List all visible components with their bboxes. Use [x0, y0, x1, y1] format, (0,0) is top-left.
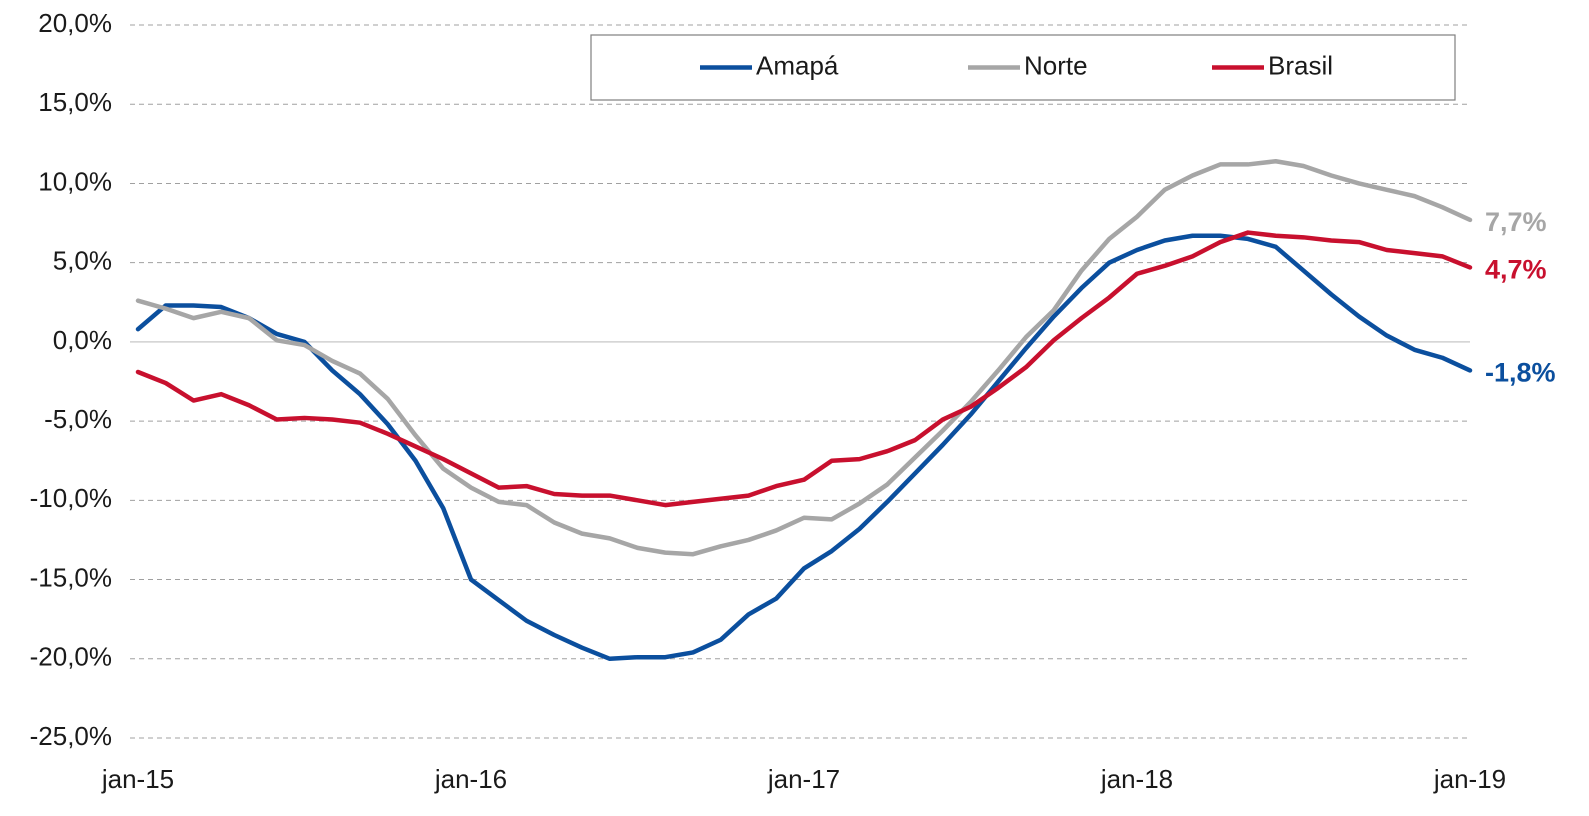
y-tick-label: 0,0%	[53, 325, 112, 355]
series-line	[135, 159, 1473, 557]
value-label: 4,7%	[1485, 255, 1547, 285]
value-label: 7,7%	[1485, 207, 1547, 237]
y-tick-label: -10,0%	[30, 483, 112, 513]
y-tick-label: -5,0%	[44, 404, 112, 434]
value-label: -1,8%	[1485, 358, 1556, 388]
y-tick-label: -20,0%	[30, 642, 112, 672]
series-line	[135, 233, 1473, 662]
y-tick-label: 5,0%	[53, 246, 112, 276]
x-tick-label: jan-17	[767, 764, 840, 794]
legend-box	[590, 34, 1456, 101]
legend-label: Brasil	[1268, 50, 1333, 80]
legend-label: Amapá	[756, 50, 839, 80]
series-line	[135, 230, 1473, 508]
legend-label: Norte	[1024, 50, 1088, 80]
x-tick-label: jan-15	[101, 764, 174, 794]
y-tick-label: -25,0%	[30, 721, 112, 751]
x-tick-label: jan-16	[434, 764, 507, 794]
x-tick-label: jan-18	[1100, 764, 1173, 794]
y-tick-label: 15,0%	[38, 87, 112, 117]
y-tick-label: 10,0%	[38, 166, 112, 196]
x-tick-label: jan-19	[1433, 764, 1506, 794]
y-tick-label: 20,0%	[38, 8, 112, 38]
y-tick-label: -15,0%	[30, 562, 112, 592]
